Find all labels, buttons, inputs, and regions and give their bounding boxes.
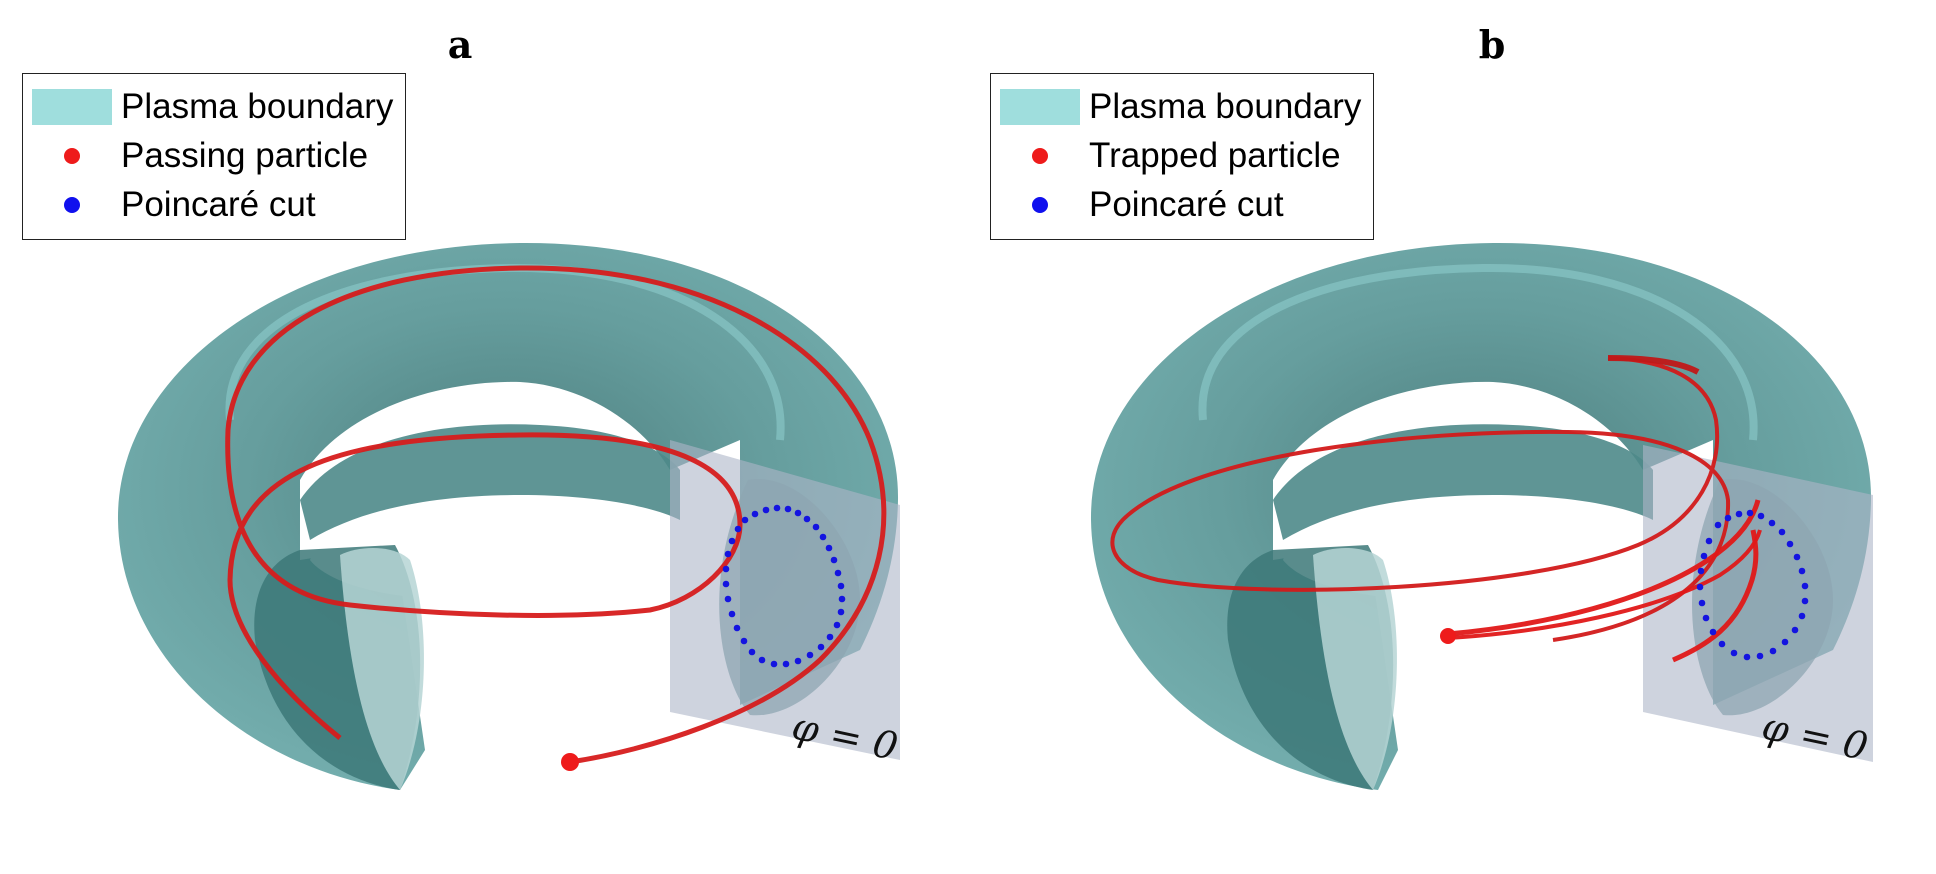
trajectory-b-upper-arc [1607, 355, 1700, 375]
poincare-cut-b [1696, 509, 1809, 661]
red-dot-icon [999, 137, 1081, 174]
plasma-boundary-swatch [31, 88, 113, 125]
torus-inner-wall [1273, 424, 1653, 540]
panel-a: φ = 0 a Plasma boundary Passing particle… [22, 22, 902, 790]
torus-figure-a: φ = 0 [117, 242, 902, 790]
plasma-boundary-swatch [999, 88, 1081, 125]
trajectory-start-a [561, 753, 579, 771]
trajectory-a [225, 265, 887, 765]
blue-dot-icon [31, 186, 113, 223]
panel-title-b: b [1478, 22, 1506, 67]
panel-b: φ = 0 b Plasma boundary Trapped particle… [968, 0, 1936, 874]
trajectory-start-b [1440, 628, 1456, 644]
legend-b: Plasma boundary Trapped particle Poincar… [990, 73, 1375, 240]
legend-item-poincare-cut: Poincaré cut [31, 180, 393, 229]
legend-item-plasma-boundary: Plasma boundary [999, 82, 1361, 131]
red-dot-icon [31, 137, 113, 174]
torus-inner-wall [300, 424, 680, 540]
cross-section-left-face [1313, 548, 1397, 790]
legend-label: Passing particle [121, 135, 369, 175]
legend-item-plasma-boundary: Plasma boundary [31, 82, 393, 131]
legend-item-passing-particle: Passing particle [31, 131, 393, 180]
cross-section-plane [1692, 479, 1833, 716]
poincare-cut-a [722, 504, 846, 668]
legend-label: Plasma boundary [121, 86, 394, 126]
trajectory-b-bundle [1447, 499, 1761, 637]
blue-dot-icon [999, 186, 1081, 223]
legend-label: Trapped particle [1089, 135, 1341, 175]
trajectory-b [1110, 356, 1731, 642]
legend-a: Plasma boundary Passing particle Poincar… [22, 73, 407, 240]
legend-label: Poincaré cut [1089, 184, 1284, 224]
torus-inner-rim [1198, 263, 1758, 441]
panel-title-a: a [447, 22, 473, 67]
legend-label: Poincaré cut [121, 184, 316, 224]
legend-label: Plasma boundary [1089, 86, 1362, 126]
trajectory-b-bundle-2 [1447, 529, 1762, 640]
torus-figure-b: φ = 0 [1090, 242, 1873, 790]
legend-item-trapped-particle: Trapped particle [999, 131, 1361, 180]
legend-item-poincare-cut: Poincaré cut [999, 180, 1361, 229]
trajectory-b-lower-arc [1672, 529, 1759, 663]
